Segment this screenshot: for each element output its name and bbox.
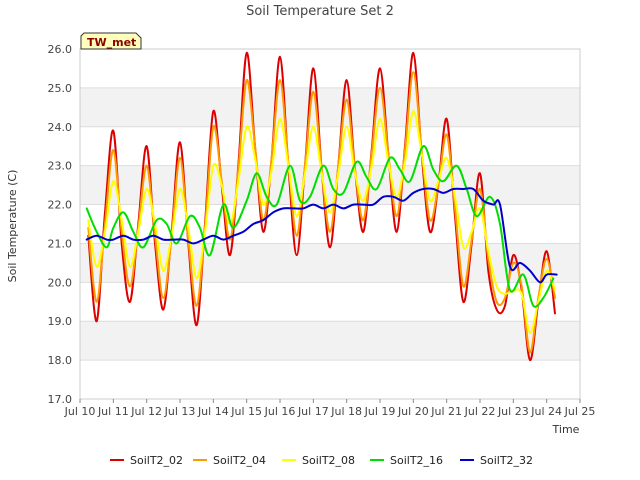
plot-band [80, 321, 580, 361]
y-axis-title: Soil Temperature (C) [6, 170, 19, 283]
x-tick-label: Jul 15 [230, 405, 262, 418]
x-tick-label: Jul 22 [464, 405, 496, 418]
legend-item-soilt2_32: SoilT2_32 [460, 454, 533, 467]
station-badge: TW_met [80, 32, 142, 50]
y-tick-label: 25.0 [48, 82, 73, 95]
legend-label: SoilT2_16 [390, 454, 443, 467]
x-axis-ticks: Jul 10 Jul 11 Jul 12 Jul 13 Jul 14 Jul 15 Jul … [64, 399, 596, 418]
series-line-soilt2_02 [87, 51, 556, 362]
legend-item-soilt2_16: SoilT2_16 [370, 454, 443, 467]
legend: SoilT2_02 SoilT2_04 SoilT2_08 SoilT2_16 Soil… [110, 454, 533, 467]
x-tick-label: Jul 16 [264, 405, 296, 418]
x-tick-label: Jul 23 [497, 405, 529, 418]
legend-label: SoilT2_04 [213, 454, 266, 467]
y-tick-label: 20.0 [48, 276, 73, 289]
legend-item-soilt2_04: SoilT2_04 [193, 454, 266, 467]
x-tick-label: Jul 24 [530, 405, 562, 418]
x-tick-label: Jul 14 [197, 405, 229, 418]
y-tick-label: 22.0 [48, 199, 73, 212]
x-tick-label: Jul 18 [330, 405, 362, 418]
series-line-soilt2_16 [85, 145, 555, 308]
y-tick-label: 23.0 [48, 160, 73, 173]
y-tick-label: 19.0 [48, 315, 73, 328]
series-line-soilt2_32 [85, 187, 558, 284]
station-badge-label: TW_met [87, 36, 136, 49]
x-tick-label: Jul 19 [364, 405, 396, 418]
y-tick-label: 24.0 [48, 121, 73, 134]
x-tick-label: Jul 13 [164, 405, 196, 418]
y-tick-label: 18.0 [48, 354, 73, 367]
legend-item-soilt2_08: SoilT2_08 [282, 454, 355, 467]
legend-label: SoilT2_32 [480, 454, 533, 467]
plot-band [80, 165, 580, 205]
x-axis-title: Time [552, 423, 580, 436]
plot-area-frame [79, 48, 581, 400]
plot-band [80, 243, 580, 283]
legend-label: SoilT2_08 [302, 454, 355, 467]
legend-label: SoilT2_02 [130, 454, 183, 467]
x-tick-label: Jul 25 [564, 405, 596, 418]
station-badge-shape [80, 32, 142, 50]
x-tick-label: Jul 17 [297, 405, 329, 418]
x-tick-label: Jul 20 [397, 405, 429, 418]
y-axis-ticks: 17.0 18.0 19.0 20.0 21.0 22.0 23.0 24.0 25.0 26.0 [48, 43, 73, 406]
y-tick-label: 17.0 [48, 393, 73, 406]
legend-item-soilt2_02: SoilT2_02 [110, 454, 183, 467]
chart-title: Soil Temperature Set 2 [246, 4, 394, 19]
y-tick-label: 21.0 [48, 237, 73, 250]
series-line-soilt2_08 [87, 110, 556, 334]
x-tick-label: Jul 21 [430, 405, 462, 418]
x-tick-label: Jul 11 [97, 405, 129, 418]
series-line-soilt2_04 [87, 71, 556, 354]
y-tick-label: 26.0 [48, 43, 73, 56]
series-layer [85, 51, 558, 362]
plot-bands [80, 87, 580, 361]
x-tick-label: Jul 10 [64, 405, 96, 418]
plot-band [80, 87, 580, 127]
x-tick-label: Jul 12 [130, 405, 162, 418]
